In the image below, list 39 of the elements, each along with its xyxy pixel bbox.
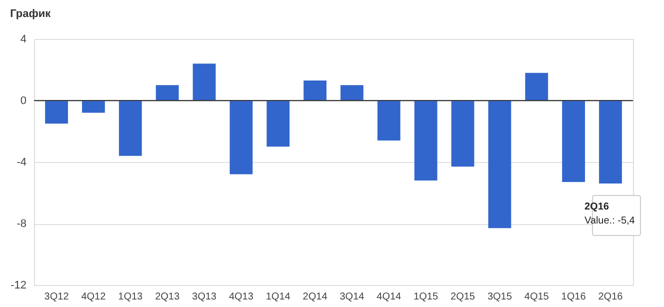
bar xyxy=(266,100,290,147)
x-tick-label: 4Q13 xyxy=(228,292,254,302)
y-tick-label: 4 xyxy=(20,34,26,46)
bar xyxy=(82,100,105,113)
bar xyxy=(377,100,400,140)
chart-title: График xyxy=(10,8,52,20)
x-tick-label: 2Q16 xyxy=(598,292,624,302)
y-tick-label: -4 xyxy=(16,156,26,168)
y-tick-label: -12 xyxy=(10,280,26,292)
bar xyxy=(525,72,548,100)
x-tick-label: 3Q15 xyxy=(487,292,512,302)
x-tick-label: 4Q15 xyxy=(524,292,550,302)
x-tick-label: 3Q13 xyxy=(192,292,217,302)
x-tick-label: 1Q16 xyxy=(561,292,586,302)
x-tick-label: 4Q12 xyxy=(81,292,106,302)
x-tick-label: 3Q14 xyxy=(340,292,365,302)
bar xyxy=(304,80,326,100)
bar xyxy=(451,100,474,167)
x-tick-label: 1Q13 xyxy=(118,292,144,302)
y-tick-label: -8 xyxy=(16,218,26,230)
bar xyxy=(562,100,585,182)
bar xyxy=(414,100,438,180)
bar xyxy=(192,64,216,100)
x-tick-label: 3Q12 xyxy=(44,292,70,302)
bar xyxy=(599,100,622,184)
bar xyxy=(156,85,179,100)
x-tick-label: 1Q15 xyxy=(414,292,438,302)
bar xyxy=(45,100,68,124)
bar xyxy=(340,85,364,100)
bar xyxy=(118,100,142,156)
x-tick-label: 2Q15 xyxy=(450,292,476,302)
y-tick-label: 0 xyxy=(20,95,26,107)
annotation: 2Q16 Value.: -5,4 xyxy=(584,202,636,227)
bar xyxy=(230,100,253,174)
bar xyxy=(488,100,512,228)
x-tick-label: 2Q14 xyxy=(302,292,328,302)
x-tick-label: 4Q14 xyxy=(376,292,402,302)
x-tick-label: 1Q14 xyxy=(266,292,291,302)
x-tick-label: 2Q13 xyxy=(155,292,180,302)
